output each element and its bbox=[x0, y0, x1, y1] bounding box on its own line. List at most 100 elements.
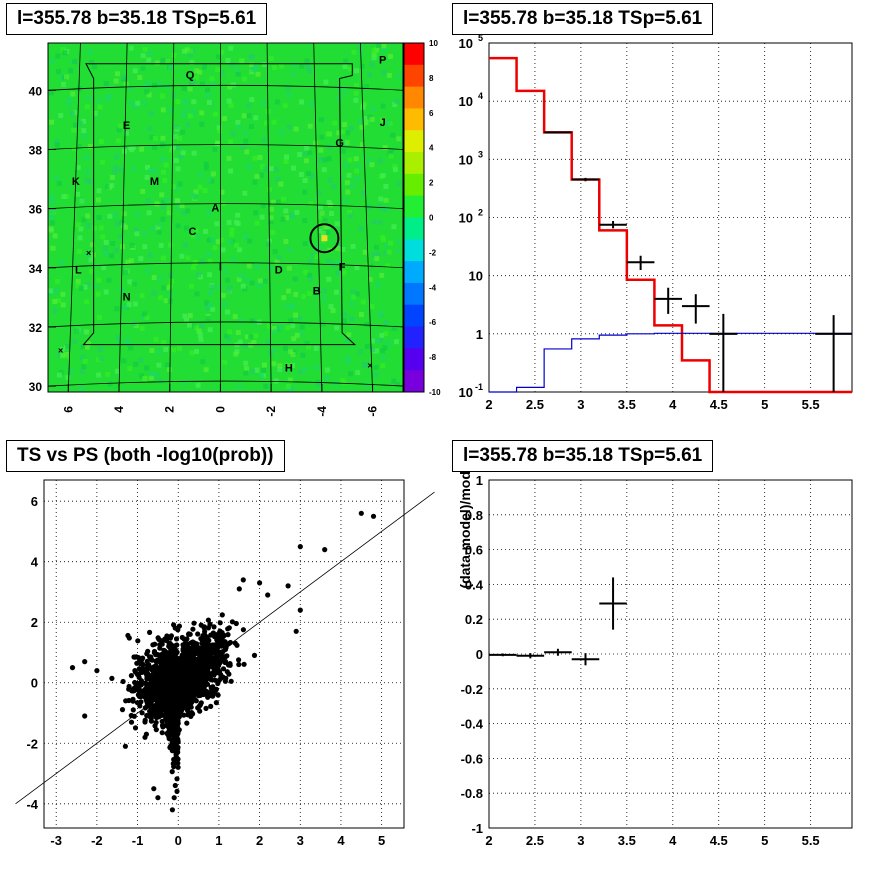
diagonal-reference-line bbox=[15, 491, 435, 805]
sky-map-pixel bbox=[191, 150, 197, 156]
sky-map-pixel bbox=[100, 159, 106, 165]
sky-map-pixel bbox=[391, 325, 397, 331]
scatter-point bbox=[215, 667, 221, 673]
sky-map-cross-marker: × bbox=[367, 360, 372, 370]
sky-map-pixel bbox=[302, 218, 308, 224]
sky-map-pixel bbox=[149, 134, 155, 140]
sky-map-pixel bbox=[226, 220, 232, 226]
colorbar-swatch bbox=[404, 43, 424, 66]
sky-map-pixel bbox=[49, 214, 55, 220]
scatter-point bbox=[208, 684, 214, 691]
sky-map-pixel bbox=[113, 165, 118, 170]
scatter-point bbox=[241, 661, 247, 667]
sky-map-region-label: E bbox=[123, 120, 130, 132]
sky-map-pixel bbox=[359, 124, 365, 130]
scatter-point bbox=[219, 658, 225, 664]
sky-map-region-label: G bbox=[335, 138, 344, 150]
sky-map-pixel bbox=[138, 357, 144, 363]
scatter-point bbox=[181, 712, 187, 718]
sky-map-pixel bbox=[285, 288, 291, 294]
sky-map-pixel bbox=[283, 159, 289, 165]
scatter-point bbox=[168, 633, 174, 639]
sky-map-pixel bbox=[158, 295, 164, 301]
colorbar-swatch bbox=[404, 282, 424, 306]
sky-map-pixel bbox=[301, 294, 307, 300]
sky-map-pixel bbox=[263, 120, 269, 126]
sky-map-pixel bbox=[73, 122, 79, 128]
sky-map-pixel bbox=[322, 296, 328, 302]
sky-map-region-label: C bbox=[189, 226, 197, 238]
sky-map-pixel bbox=[385, 263, 391, 269]
sky-map-pixel bbox=[278, 181, 284, 187]
sky-map-pixel bbox=[209, 237, 215, 243]
sky-map-pixel bbox=[160, 199, 166, 205]
sky-map-pixel bbox=[263, 166, 269, 172]
sky-map-pixel bbox=[253, 64, 259, 70]
sky-map-pixel bbox=[153, 337, 159, 342]
sky-map-pixel bbox=[396, 238, 401, 244]
sky-map-pixel bbox=[190, 78, 196, 84]
sky-map-pixel bbox=[381, 44, 387, 49]
scatter-point bbox=[175, 627, 181, 633]
sky-map-pixel bbox=[75, 165, 81, 171]
sky-map-pixel bbox=[318, 117, 324, 123]
sky-map-pixel bbox=[149, 348, 155, 353]
sky-map-pixel bbox=[207, 302, 213, 308]
sky-map-pixel bbox=[128, 45, 134, 51]
scatter-point bbox=[265, 592, 271, 598]
sky-map-pixel bbox=[135, 212, 141, 218]
scatter-point bbox=[138, 657, 144, 664]
scatter-point bbox=[169, 748, 175, 754]
sky-map-pixel bbox=[171, 52, 177, 58]
residual-y-tick-label: 0.2 bbox=[465, 612, 483, 627]
sky-map-pixel bbox=[68, 369, 74, 375]
sky-map-pixel bbox=[263, 278, 268, 284]
sky-map-pixel bbox=[105, 96, 111, 101]
sky-map-pixel bbox=[384, 242, 390, 248]
sky-map-pixel bbox=[347, 210, 353, 215]
sky-map-pixel bbox=[114, 306, 120, 312]
colorbar-swatch bbox=[404, 64, 424, 88]
scatter-point bbox=[174, 728, 180, 734]
scatter-point bbox=[151, 650, 157, 656]
scatter-point bbox=[204, 649, 210, 655]
residual-y-tick-label: -1 bbox=[471, 821, 483, 836]
sky-map-pixel bbox=[353, 90, 359, 96]
sky-map-pixel bbox=[342, 311, 348, 317]
sky-map-pixel bbox=[329, 211, 334, 216]
sky-map-pixel bbox=[340, 148, 346, 154]
sky-map-pixel bbox=[233, 219, 239, 225]
sky-map-pixel bbox=[228, 103, 234, 109]
sky-map-pixel bbox=[260, 164, 266, 170]
scatter-point bbox=[203, 705, 209, 712]
sky-map-pixel bbox=[197, 332, 203, 338]
sky-map-pixel bbox=[54, 142, 60, 148]
sky-map-panel: Q P E J G K M A C I D F L B N H × × × 6 4 2 0 -2 -4 -6 30 32 34 36 38 4… bbox=[29, 39, 441, 417]
sky-map-pixel bbox=[156, 362, 162, 368]
sky-map-pixel bbox=[115, 71, 120, 77]
scatter-points bbox=[69, 510, 377, 813]
sky-map-pixel bbox=[216, 284, 222, 290]
sky-map-pixel bbox=[325, 224, 331, 230]
sky-map-pixel bbox=[289, 213, 295, 219]
sky-map-pixel bbox=[235, 330, 241, 335]
sky-map-pixel bbox=[133, 361, 139, 367]
sky-map-pixel bbox=[79, 355, 85, 361]
scatter-point bbox=[171, 694, 178, 700]
scatter-point bbox=[205, 637, 211, 643]
sky-map-pixel bbox=[288, 349, 294, 355]
sky-map-pixel bbox=[187, 313, 193, 319]
sky-map-pixel bbox=[139, 325, 145, 331]
sky-map-pixel bbox=[334, 221, 340, 227]
model-source-step bbox=[489, 332, 852, 393]
sky-map-pixel bbox=[258, 373, 264, 379]
scatter-point bbox=[200, 672, 206, 678]
sky-map-pixel bbox=[240, 283, 246, 289]
sky-map-pixel bbox=[307, 123, 313, 129]
scatter-point bbox=[151, 786, 157, 792]
scatter-point bbox=[166, 641, 172, 647]
sky-map-pixel bbox=[299, 99, 304, 105]
sky-map-pixel bbox=[363, 120, 369, 126]
sky-map-pixel bbox=[348, 301, 354, 307]
sky-map-pixel bbox=[86, 95, 92, 101]
